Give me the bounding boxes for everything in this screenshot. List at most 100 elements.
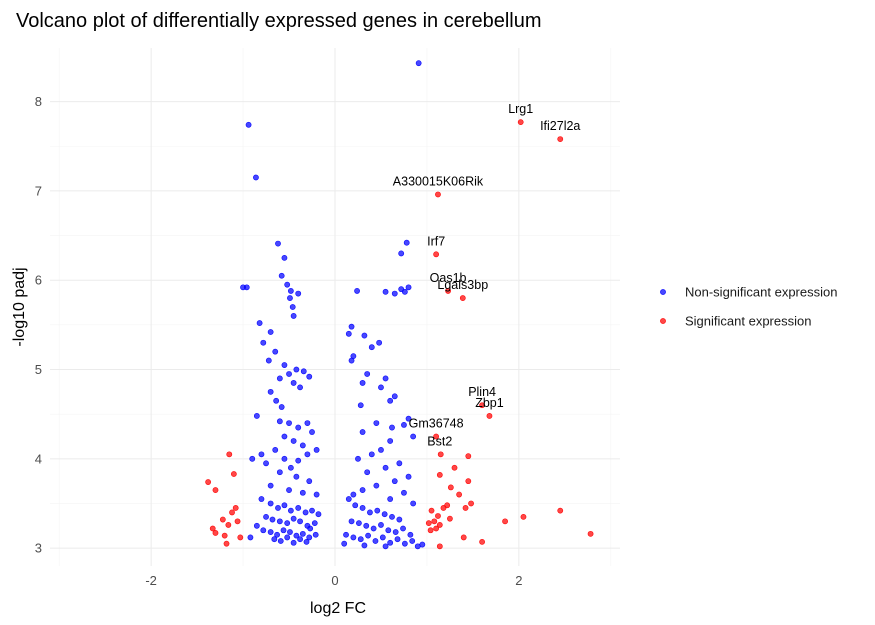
data-point — [405, 284, 412, 291]
data-point — [290, 438, 297, 444]
data-point — [281, 362, 288, 368]
data-point — [205, 479, 212, 485]
data-point — [247, 534, 254, 541]
data-point — [313, 446, 320, 453]
data-point — [304, 451, 311, 458]
data-point — [311, 520, 318, 527]
data-point — [405, 415, 412, 422]
data-point — [389, 513, 395, 520]
data-point — [382, 543, 389, 550]
data-point — [382, 464, 389, 471]
axis-ticks: -2 0 2 3 4 5 6 7 8 — [35, 94, 523, 588]
data-point — [468, 500, 474, 507]
data-point — [293, 473, 300, 480]
y-tick-label: 3 — [35, 541, 42, 556]
data-point — [587, 530, 594, 537]
y-tick-label: 7 — [35, 183, 42, 198]
data-point — [267, 388, 274, 395]
data-point — [396, 460, 403, 467]
data-point — [293, 366, 300, 373]
data-point — [465, 453, 472, 460]
data-point — [376, 339, 383, 346]
data-point — [357, 536, 364, 543]
data-point — [433, 251, 440, 258]
data-point — [391, 393, 398, 400]
data-point — [230, 471, 237, 477]
data-point — [249, 455, 256, 462]
series-significant-expression — [205, 119, 594, 550]
series-non-significant-expression — [240, 60, 426, 550]
data-point — [389, 424, 395, 431]
data-point — [237, 534, 244, 541]
data-points — [205, 60, 594, 550]
data-point — [307, 525, 314, 532]
data-point — [278, 404, 285, 410]
gene-label: A330015K06Rik — [393, 174, 484, 188]
data-point — [436, 522, 443, 528]
data-point — [425, 520, 432, 527]
data-point — [392, 529, 399, 535]
data-point — [345, 330, 352, 337]
data-point — [517, 119, 524, 126]
data-point — [295, 290, 302, 297]
data-point — [364, 371, 371, 377]
data-point — [391, 478, 398, 485]
data-point — [290, 539, 297, 546]
x-tick-label: 0 — [331, 573, 338, 588]
data-point — [306, 534, 313, 541]
gene-label: Lgals3bp — [437, 278, 488, 292]
data-point — [359, 505, 366, 511]
data-point — [281, 502, 288, 509]
data-point — [287, 464, 294, 471]
y-tick-label: 5 — [35, 362, 42, 377]
data-point — [278, 272, 285, 279]
data-point — [281, 254, 288, 261]
data-point — [435, 513, 441, 519]
data-point — [253, 413, 260, 419]
data-point — [229, 509, 235, 516]
data-point — [368, 344, 375, 351]
legend-key — [660, 318, 666, 324]
y-tick-label: 6 — [35, 273, 42, 288]
data-point — [303, 538, 310, 545]
data-point — [400, 525, 406, 532]
data-point — [502, 518, 508, 525]
data-point — [409, 538, 416, 544]
data-point — [284, 534, 291, 541]
data-point — [212, 530, 219, 536]
gene-labels: Lrg1 Ifi27l2a A330015K06Rik Irf7 Oas1bLgals3… — [393, 102, 581, 448]
data-point — [223, 540, 230, 547]
data-point — [364, 469, 371, 476]
data-point — [297, 518, 303, 525]
data-point — [276, 469, 283, 476]
data-point — [263, 460, 269, 467]
data-point — [379, 534, 386, 541]
y-tick-label: 8 — [35, 94, 42, 109]
data-point — [401, 288, 408, 295]
data-point — [352, 502, 359, 509]
gene-label: Bst2 — [427, 434, 452, 448]
data-point — [428, 507, 435, 514]
data-point — [378, 522, 384, 528]
data-point — [260, 339, 267, 346]
plot-grid — [50, 48, 620, 566]
data-point — [431, 518, 438, 525]
data-point — [286, 420, 292, 427]
data-point — [253, 522, 260, 529]
data-point — [348, 323, 355, 330]
data-point — [345, 496, 352, 502]
data-point — [343, 531, 349, 538]
data-point — [281, 455, 288, 462]
data-point — [354, 288, 360, 294]
data-point — [219, 516, 226, 523]
data-point — [427, 527, 434, 534]
data-point — [287, 288, 294, 294]
gene-label: Lrg1 — [508, 102, 533, 116]
data-point — [275, 505, 281, 511]
data-point — [267, 329, 274, 335]
data-point — [276, 418, 283, 425]
data-point — [479, 538, 485, 545]
data-point — [465, 478, 472, 485]
gene-label: Gm36748 — [409, 417, 464, 431]
